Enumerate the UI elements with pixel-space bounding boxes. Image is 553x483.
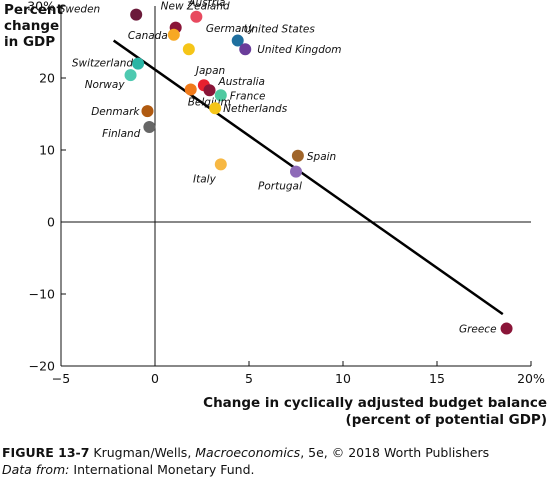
data-point [203, 84, 216, 97]
point-label: Greece [459, 324, 497, 336]
point-label: Australia [218, 76, 265, 88]
data-point [184, 83, 197, 96]
point-label: Canada [128, 30, 168, 42]
caption-book-title: Macroeconomics [195, 445, 301, 460]
point-label: Germany [206, 23, 255, 35]
x-tick-label: 10 [335, 371, 351, 386]
point-label: Italy [193, 173, 217, 185]
point-label: Portugal [258, 181, 302, 193]
point-label: Norway [85, 79, 126, 91]
x-tick-label: 15 [429, 371, 445, 386]
data-point [132, 57, 145, 70]
x-axis-label: Change in cyclically adjusted budget bal… [203, 395, 547, 428]
point-label: Netherlands [223, 103, 288, 115]
x-tick-label: 20% [517, 371, 545, 386]
y-tick-label: 30% [27, 0, 55, 14]
data-point [214, 158, 227, 171]
x-tick-label: 5 [245, 371, 253, 386]
x-tick-label: −5 [52, 371, 70, 386]
data-point [143, 120, 156, 133]
point-label: Austria [187, 0, 225, 9]
data-point [290, 165, 302, 178]
point-label: France [230, 90, 266, 102]
y-tick-label: −10 [29, 287, 55, 302]
caption-source-line: Data from: International Monetary Fund. [2, 461, 489, 478]
point-label: Sweden [59, 4, 101, 16]
y-tick-label: 10 [39, 143, 55, 158]
figure-caption: FIGURE 13-7 Krugman/Wells, Macroeconomic… [2, 444, 489, 478]
trend-line [112, 39, 504, 316]
data-point [214, 89, 227, 102]
point-label: United States [244, 24, 316, 36]
data-point [190, 10, 203, 23]
point-label: Finland [102, 128, 141, 140]
caption-credit-pre: Krugman/Wells, [89, 445, 196, 460]
caption-source: International Monetary Fund. [69, 462, 255, 477]
data-point [167, 28, 180, 41]
data-point [130, 8, 143, 21]
x-tick-label: 0 [151, 371, 159, 386]
y-axis-label: Percent change in GDP [4, 2, 63, 50]
scatter-chart: −5 0 5 10 15 20% −20 −10 0 10 20 30% Sweden New Zeala… [27, 0, 545, 386]
point-label: Switzerland [72, 58, 134, 70]
point-label: Spain [307, 151, 336, 163]
caption-credit-line: FIGURE 13-7 Krugman/Wells, Macroeconomic… [2, 444, 489, 461]
data-point [182, 43, 195, 56]
point-label: Denmark [91, 106, 140, 118]
caption-source-label: Data from: [2, 462, 70, 477]
figure-number: FIGURE 13-7 [2, 445, 90, 460]
point-label: United Kingdom [257, 44, 341, 56]
y-tick-label: 0 [47, 215, 55, 230]
data-point [141, 105, 154, 118]
data-point [231, 34, 244, 47]
data-point [124, 69, 137, 82]
data-point [291, 149, 304, 162]
data-point [239, 43, 252, 56]
y-tick-label: −20 [29, 359, 55, 374]
data-point [209, 102, 222, 115]
point-label: New Zealand [161, 1, 230, 13]
caption-credit-post: , 5e, © 2018 Worth Publishers [300, 445, 490, 460]
y-tick-label: 20 [39, 71, 55, 86]
point-label: Japan [194, 65, 225, 77]
data-point [500, 322, 513, 335]
